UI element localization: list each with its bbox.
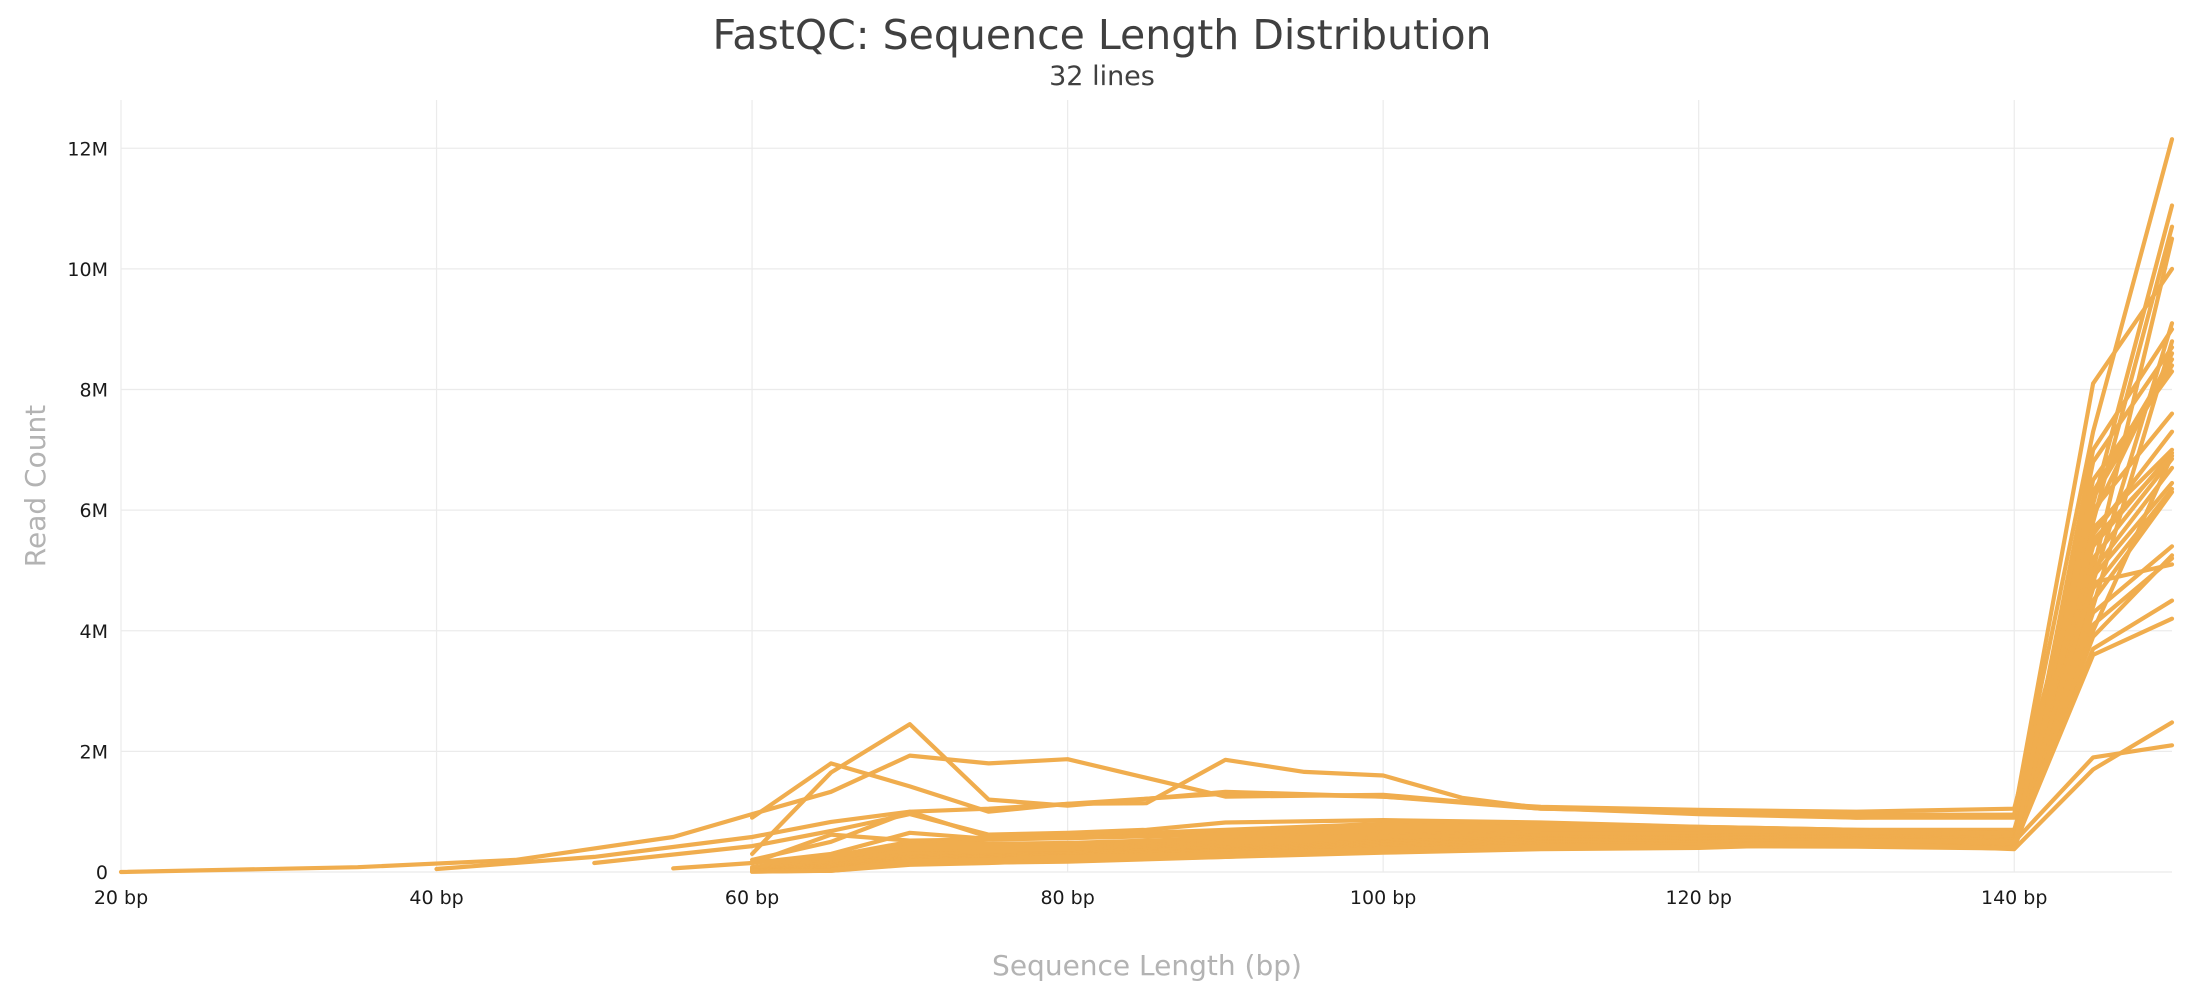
y-tick-label: 2M [80, 741, 108, 763]
chart-title: FastQC: Sequence Length Distribution [712, 11, 1491, 59]
series-line-27[interactable] [749, 357, 2175, 874]
grid-layer [120, 100, 2172, 873]
series-line-7[interactable] [749, 339, 2175, 866]
series-line-31[interactable] [749, 743, 2175, 874]
x-tick-label: 120 bp [1665, 887, 1731, 909]
series-line-1[interactable] [118, 266, 2175, 875]
x-tick-label: 40 bp [409, 887, 463, 909]
series-line-16[interactable] [749, 480, 2175, 873]
series-line-10[interactable] [749, 369, 2175, 871]
y-tick-label: 8M [80, 380, 108, 402]
y-tick-label: 4M [80, 621, 108, 643]
y-tick-label: 6M [80, 500, 108, 522]
series-line-3[interactable] [749, 203, 2175, 857]
series-line-28[interactable] [749, 345, 2175, 874]
y-tick-label: 10M [67, 259, 108, 281]
x-tick-label: 140 bp [1981, 887, 2047, 909]
y-tick-label: 0 [96, 862, 108, 884]
y-axis-label: Read Count [19, 405, 52, 567]
series-line-2[interactable] [749, 137, 2175, 820]
tick-layer: 20 bp 40 bp 60 bp 80 bp 100 bp 120 bp 140 bp 0 2… [67, 138, 2047, 909]
x-tick-label: 100 bp [1350, 887, 1416, 909]
series-line-8[interactable] [671, 351, 2175, 871]
series-line-29[interactable] [749, 327, 2175, 874]
series-line-4[interactable] [434, 224, 2175, 872]
x-tick-label: 20 bp [94, 887, 148, 909]
series-line-13[interactable] [749, 450, 2175, 872]
x-tick-label: 80 bp [1040, 887, 1094, 909]
series-layer [118, 137, 2175, 875]
y-tick-label: 12M [67, 138, 108, 160]
x-tick-label: 60 bp [725, 887, 779, 909]
series-line-32[interactable] [749, 720, 2175, 874]
x-axis-label: Sequence Length (bp) [992, 949, 1302, 982]
chart-subtitle: 32 lines [1049, 61, 1155, 92]
series-line-9[interactable] [749, 363, 2175, 870]
